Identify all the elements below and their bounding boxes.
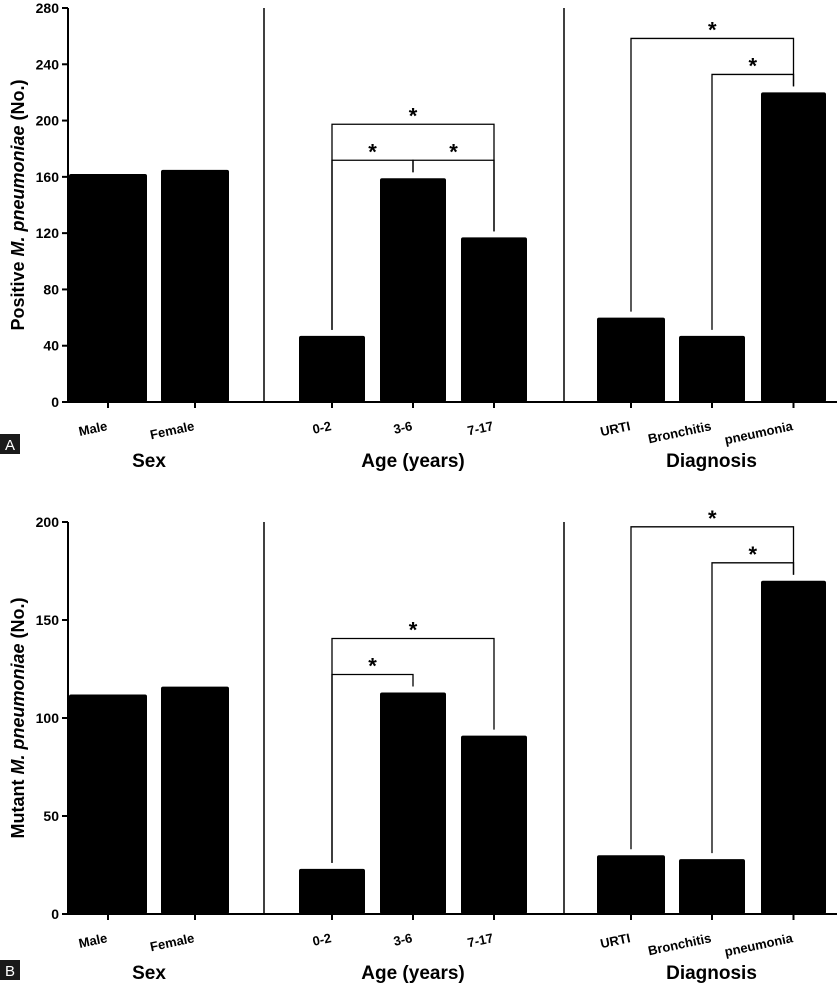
panel-a: 0 40 80 120 160 200 240 280 Positive M. pneumoni… [0, 0, 837, 472]
bar [761, 92, 826, 402]
bar [299, 335, 365, 402]
category-label: pneumonia [723, 418, 795, 447]
y-tick-label: 240 [36, 56, 60, 72]
category-label: 3-6 [392, 418, 414, 437]
bar [679, 859, 745, 914]
group-label: Age (years) [361, 451, 465, 472]
category-label: Male [77, 930, 108, 951]
bar [299, 868, 365, 914]
significance-star: * [368, 139, 377, 164]
panel-letter: A [5, 437, 15, 454]
significance-bracket [630, 37, 795, 312]
y-tick-label: 150 [36, 612, 60, 628]
significance-bracket [331, 637, 495, 863]
bar [69, 174, 147, 402]
bar [461, 735, 527, 914]
category-label: 7-17 [466, 418, 495, 438]
group-label: Age (years) [361, 963, 465, 984]
category-label: 0-2 [311, 418, 333, 437]
y-tick-label: 50 [43, 808, 59, 824]
significance-star: * [708, 506, 717, 531]
panel-letter-badge [0, 960, 20, 980]
y-tick-label: 280 [36, 0, 60, 16]
panel-b: 0 50 100 150 200 Mutant M. pneumoniae (No.) Ma… [0, 506, 837, 984]
significance-star: * [748, 53, 757, 78]
category-label: pneumonia [723, 930, 795, 959]
y-tick-label: 80 [43, 281, 59, 297]
significance-star: * [708, 17, 717, 42]
y-tick-label: 0 [51, 394, 59, 410]
group-label: Diagnosis [666, 451, 757, 472]
significance-bracket [331, 123, 495, 330]
significance-star: * [409, 103, 418, 128]
significance-star: * [449, 139, 458, 164]
category-label: Female [149, 930, 196, 954]
y-tick-label: 100 [36, 710, 60, 726]
y-axis-label: Mutant M. pneumoniae (No.) [8, 598, 28, 839]
y-tick-label: 120 [36, 225, 60, 241]
panel-letter-badge [0, 434, 20, 454]
bar [380, 692, 446, 914]
y-axis-label-organism: M. pneumoniae [8, 643, 28, 774]
bar [679, 335, 745, 402]
bar [597, 317, 665, 402]
category-label: Bronchitis [647, 930, 713, 958]
y-axis-label-prefix: Positive [8, 256, 28, 330]
significance-star: * [409, 618, 418, 643]
y-axis-label-organism: M. pneumoniae [8, 125, 28, 256]
bar [380, 178, 446, 402]
significance-star: * [368, 654, 377, 679]
category-label: URTI [599, 418, 632, 439]
y-axis-label-suffix: (No.) [8, 79, 28, 125]
category-label: 3-6 [392, 930, 414, 949]
group-label: Sex [132, 451, 166, 472]
significance-bracket [630, 526, 795, 850]
bar [161, 686, 229, 914]
category-label: 0-2 [311, 930, 333, 949]
y-tick-label: 160 [36, 169, 60, 185]
bar [161, 169, 229, 402]
category-label: Male [77, 418, 108, 439]
category-label: 7-17 [466, 930, 495, 950]
bar [461, 237, 527, 402]
bar [69, 694, 147, 914]
bar [761, 580, 826, 914]
y-tick-label: 200 [36, 514, 60, 530]
panel-letter: B [5, 963, 15, 980]
category-label: Bronchitis [647, 418, 713, 446]
y-tick-label: 40 [43, 338, 59, 354]
group-label: Diagnosis [666, 963, 757, 984]
y-axis-label-prefix: Mutant [8, 775, 28, 839]
category-label: Female [149, 418, 196, 442]
group-label: Sex [132, 963, 166, 984]
y-axis-label: Positive M. pneumoniae (No.) [8, 79, 28, 330]
y-axis-label-suffix: (No.) [8, 598, 28, 644]
y-tick-label: 200 [36, 113, 60, 129]
category-label: URTI [599, 930, 632, 951]
significance-star: * [748, 542, 757, 567]
y-tick-label: 0 [51, 906, 59, 922]
bar [597, 855, 665, 914]
